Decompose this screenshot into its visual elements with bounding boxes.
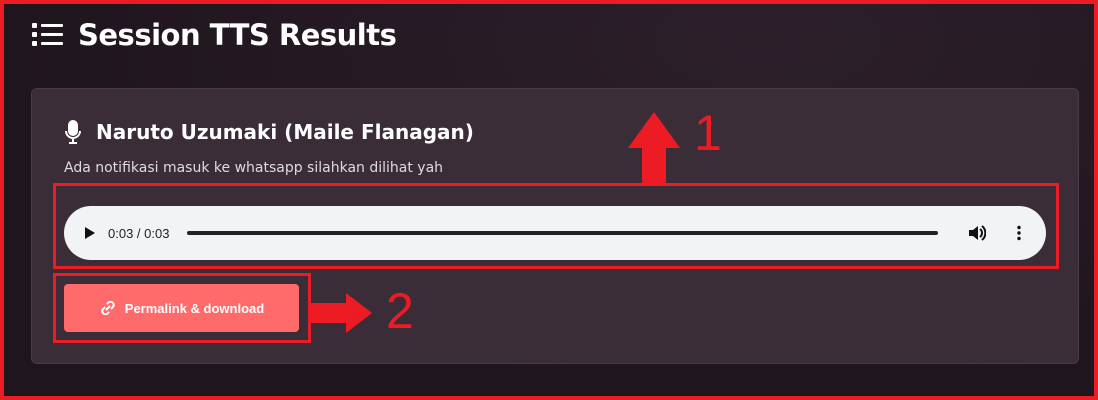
button-label: Permalink & download (124, 300, 265, 316)
voice-name: Naruto Uzumaki (Maile Flanagan) (96, 120, 474, 144)
voice-title: Naruto Uzumaki (Maile Flanagan) (64, 120, 474, 144)
annotation-label-1: 1 (694, 105, 722, 161)
annotation-box-button (53, 273, 311, 343)
annotation-box-player (53, 183, 1059, 269)
list-icon (32, 23, 63, 46)
annotation-label-2: 2 (386, 283, 414, 339)
page-header: Session TTS Results (32, 18, 397, 52)
more-options-icon[interactable] (1012, 225, 1026, 241)
arrow-up-icon (628, 112, 680, 184)
link-icon (101, 301, 115, 315)
permalink-download-button[interactable]: Permalink & download (64, 284, 299, 332)
arrow-right-icon (310, 293, 372, 333)
audio-player[interactable]: 0:03 / 0:03 (64, 206, 1046, 260)
volume-icon[interactable] (968, 225, 986, 241)
seek-bar[interactable] (187, 231, 938, 235)
play-icon[interactable] (84, 226, 96, 240)
tts-text: Ada notifikasi masuk ke whatsapp silahka… (64, 160, 444, 176)
time-display: 0:03 / 0:03 (108, 225, 170, 241)
microphone-icon (65, 120, 81, 144)
page-title: Session TTS Results (78, 18, 397, 52)
